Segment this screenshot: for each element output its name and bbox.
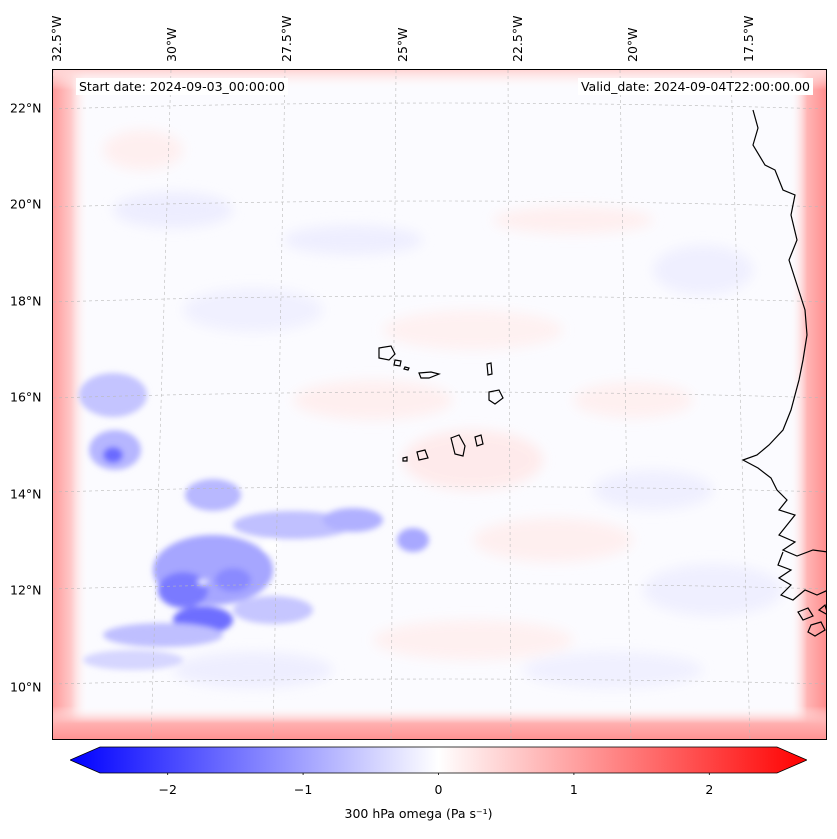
bijagos-islands (797, 603, 826, 637)
colorbar-label: 300 hPa omega (Pa s⁻¹) (344, 806, 493, 821)
colorbar-tick-label: −1 (293, 782, 313, 797)
santo-antao (378, 345, 396, 361)
sal (486, 362, 493, 376)
lat-label: 14°N (10, 486, 42, 502)
graticule (53, 70, 826, 739)
valid-date-label: Valid_date: 2024-09-04T22:00:00.00 (577, 78, 813, 95)
santa-luzia (403, 366, 410, 371)
lon-label: 17.5°W (740, 15, 756, 62)
colorbar (70, 746, 807, 775)
lon-label: 20°W (625, 27, 641, 62)
colorbar-tick-label: −2 (158, 782, 177, 797)
lat-label: 22°N (10, 100, 42, 116)
lon-label: 30°W (163, 27, 179, 62)
map-panel (52, 69, 827, 740)
lat-label: 20°N (10, 196, 42, 212)
ascent-highlights (197, 541, 279, 586)
colorbar-body (70, 746, 807, 774)
coastlines (378, 109, 826, 637)
fogo (416, 449, 429, 461)
start-date-label: Start date: 2024-09-03_00:00:00 (76, 78, 288, 95)
lon-label: 27.5°W (279, 15, 295, 62)
guinea-bissau-coast (777, 551, 826, 601)
lat-label: 10°N (10, 679, 42, 695)
sao-vicente (393, 359, 402, 367)
colorbar-tick-label: 1 (569, 782, 578, 797)
west-africa-coast (741, 109, 826, 557)
lat-label: 16°N (10, 389, 42, 405)
ascent-region (79, 373, 429, 670)
lon-label: 32.5°W (48, 15, 64, 62)
lat-label: 12°N (10, 582, 42, 598)
colorbar-tick-label: 0 (434, 782, 443, 797)
edge-bottom (53, 706, 826, 739)
lat-label: 18°N (10, 293, 42, 309)
sao-nicolau (418, 371, 441, 379)
lon-label: 22.5°W (509, 15, 525, 62)
edge-right (790, 70, 826, 739)
santiago (450, 434, 466, 457)
weak-field-blotches (103, 130, 783, 688)
boa-vista (488, 389, 504, 405)
colorbar-tick-label: 2 (705, 782, 714, 797)
brava (402, 456, 408, 462)
omega-field-map (53, 70, 826, 739)
maio (474, 434, 484, 447)
lon-label: 25°W (394, 27, 410, 62)
